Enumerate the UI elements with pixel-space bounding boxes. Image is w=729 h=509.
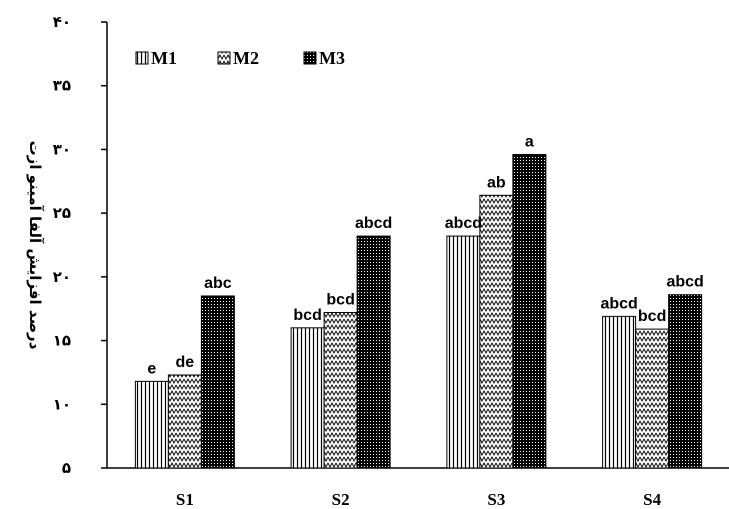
legend: M1 M2 M3 <box>135 48 345 68</box>
bar-M1-S2 <box>290 327 325 469</box>
bar-M2-S3 <box>479 194 514 469</box>
y-tick-label: ۲۰ <box>53 268 71 286</box>
y-tick-label: ۳۰ <box>53 140 71 158</box>
category-label-S2: S2 <box>332 490 350 509</box>
bar-M2-S4 <box>635 328 670 469</box>
bar-M3-S4 <box>668 294 703 469</box>
bar-label-M1-S1: e <box>147 360 156 377</box>
legend-swatch-M2 <box>217 51 231 65</box>
bar-label-M3-S4: abcd <box>666 274 703 291</box>
bar-M3-S2 <box>356 235 391 469</box>
bar-label-M2-S2: bcd <box>326 292 354 309</box>
bar-M2-S1 <box>167 374 202 469</box>
bar-label-M2-S4: bcd <box>638 308 666 325</box>
bar-label-M3-S2: abcd <box>355 215 392 232</box>
bar-label-M3-S3: a <box>525 134 534 151</box>
y-tick-label: ۳۵ <box>53 77 71 95</box>
y-tick-label: ۲۵ <box>53 204 71 222</box>
bar-M3-S3 <box>512 154 547 469</box>
bar-label-M1-S2: bcd <box>293 307 321 324</box>
legend-label-M3: M3 <box>319 48 345 68</box>
y-tick-label: ۵ <box>62 459 71 477</box>
category-label-S3: S3 <box>487 490 505 509</box>
legend-swatch-M1 <box>135 51 149 65</box>
y-tick-label: ۴۰ <box>53 13 71 31</box>
bar-M3-S1 <box>200 295 235 469</box>
bar-label-M3-S1: abc <box>204 275 232 292</box>
bar-label-M1-S3: abcd <box>445 215 482 232</box>
legend-label-M2: M2 <box>233 48 259 68</box>
bar-label-M1-S4: abcd <box>600 295 637 312</box>
legend-label-M1: M1 <box>151 48 177 68</box>
bar-label-M2-S1: de <box>176 354 195 371</box>
y-axis-label: درصد افزایش آلفا آمینو ازت <box>26 141 44 350</box>
category-label-S4: S4 <box>643 490 661 509</box>
y-tick-label: ۱۰ <box>53 395 71 413</box>
bar-M1-S4 <box>602 315 637 469</box>
bar-label-M2-S3: ab <box>487 174 506 191</box>
bar-M1-S3 <box>446 235 481 469</box>
y-ticks: ۵ ۱۰ ۱۵ ۲۰ ۲۵ ۳۰ ۳۵ ۴۰ <box>53 13 107 477</box>
legend-swatch-M3 <box>303 51 317 65</box>
bar-M1-S1 <box>134 380 169 469</box>
category-labels: S1 S2 S3 S4 <box>176 490 662 509</box>
category-label-S1: S1 <box>176 490 194 509</box>
bar-M2-S2 <box>323 312 358 469</box>
y-tick-label: ۱۵ <box>53 332 71 350</box>
bars <box>134 154 703 469</box>
